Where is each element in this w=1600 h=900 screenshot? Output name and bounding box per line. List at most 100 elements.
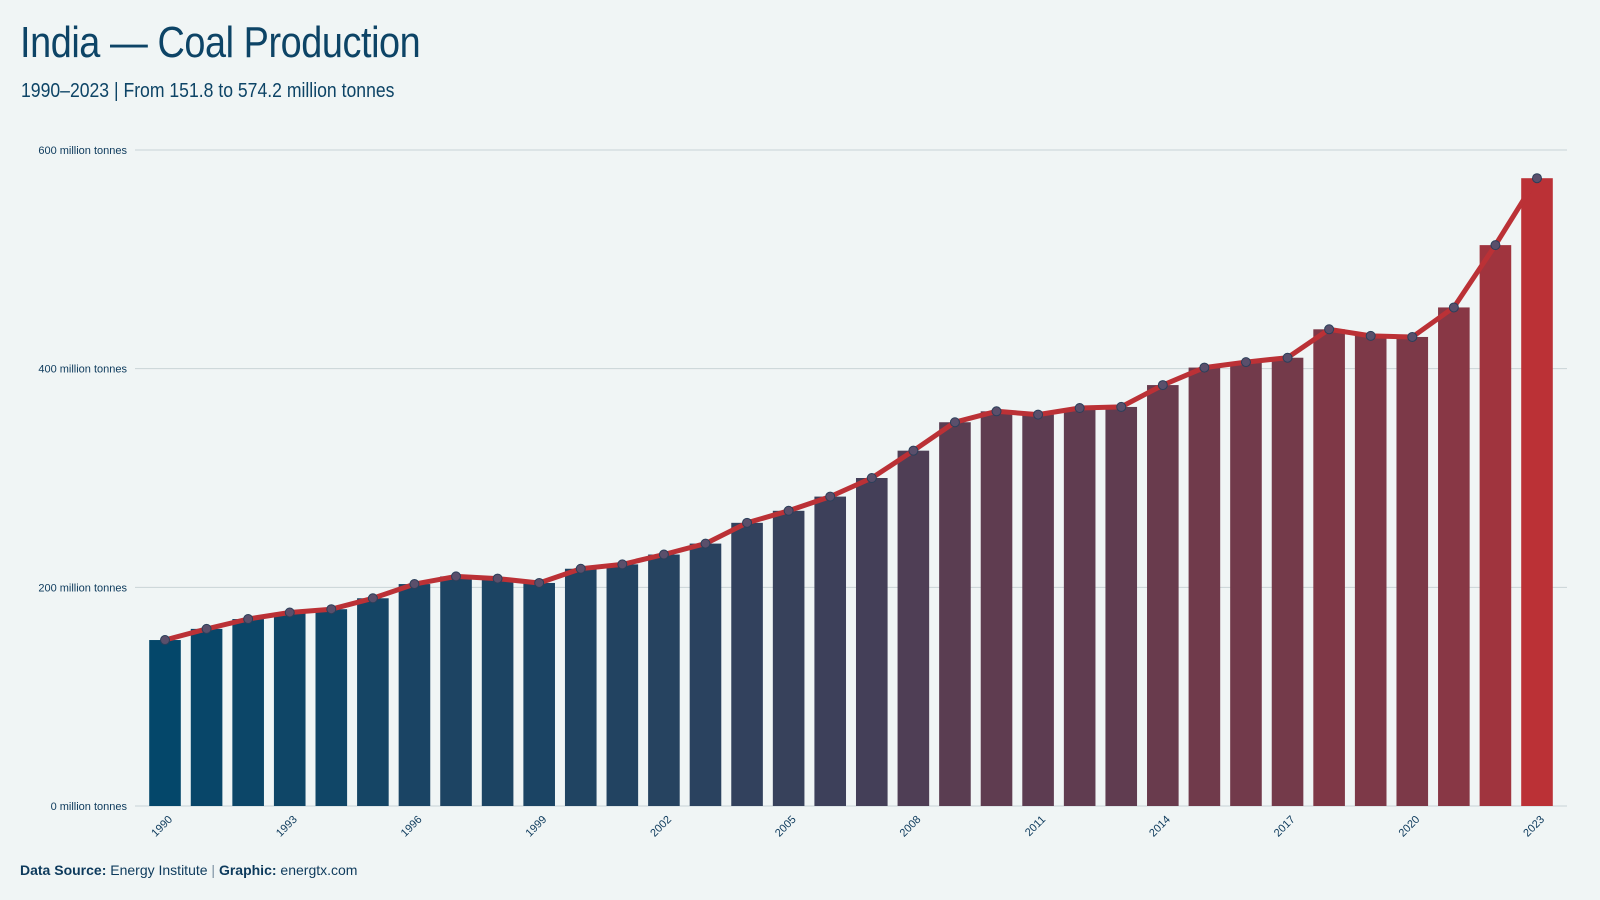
- data-point: [284, 607, 295, 618]
- bars: [149, 178, 1553, 806]
- data-point: [866, 473, 877, 483]
- y-tick-label: 600 million tonnes: [38, 145, 127, 157]
- bar: [1271, 357, 1304, 806]
- trend-line-layer: [162, 175, 1540, 643]
- data-point: [1282, 352, 1293, 363]
- coal-production-chart: 0 million tonnes 200 million tonnes 400 mi…: [38, 145, 1567, 840]
- data-point: [1448, 302, 1459, 313]
- bar: [1313, 329, 1345, 806]
- data-point: [575, 563, 586, 574]
- data-point: [1324, 324, 1335, 335]
- bar: [523, 582, 555, 806]
- data-point: [492, 573, 503, 584]
- bar: [939, 422, 971, 806]
- data-point: [367, 593, 378, 604]
- bar: [273, 612, 306, 806]
- trend-line: [162, 175, 1540, 643]
- bar: [357, 598, 389, 806]
- bar: [772, 510, 805, 806]
- bar: [1063, 408, 1096, 806]
- y-tick-label: 400 million tonnes: [38, 364, 127, 376]
- x-tick-label: 2002: [648, 814, 674, 840]
- data-point: [949, 417, 960, 428]
- data-point: [534, 577, 545, 588]
- x-tick-label: 1999: [524, 814, 550, 840]
- footer-credits: Data Source: Energy Institute | Graphic:…: [20, 862, 357, 878]
- bar: [980, 411, 1013, 806]
- bar: [648, 554, 680, 806]
- markers: [160, 173, 1542, 646]
- x-tick-label: 2017: [1272, 814, 1298, 840]
- data-point: [326, 604, 337, 615]
- y-tick-label: 0 million tonnes: [51, 801, 128, 813]
- bar: [1438, 307, 1470, 806]
- graphic-value: energtx.com: [280, 862, 358, 878]
- data-point: [825, 491, 836, 502]
- bar: [190, 628, 223, 806]
- data-point: [1532, 173, 1542, 184]
- data-point: [409, 579, 420, 590]
- data-point: [1240, 357, 1251, 368]
- x-tick-label: 2005: [773, 814, 799, 840]
- data-point: [658, 549, 669, 560]
- data-point: [201, 623, 212, 634]
- bar: [440, 576, 472, 806]
- source-value: Energy Institute: [110, 862, 208, 878]
- bar: [398, 584, 431, 806]
- graphic-label: Graphic:: [218, 862, 277, 878]
- x-tick-label: 2011: [1023, 814, 1048, 839]
- x-tick-label: 1996: [399, 814, 425, 840]
- bar: [1022, 414, 1054, 806]
- x-tick-label: 2020: [1397, 814, 1423, 840]
- bar: [1188, 367, 1221, 806]
- bar: [232, 619, 264, 806]
- x-axis-ticks: 1990 1993 1996 1999 2002 2005 2008 2011 2014 2017…: [149, 814, 1547, 840]
- data-point: [451, 571, 462, 582]
- data-point: [1199, 362, 1210, 373]
- bar: [731, 522, 763, 806]
- x-tick-label: 1990: [149, 814, 175, 840]
- data-point: [1365, 330, 1376, 341]
- footer-separator: |: [211, 862, 216, 878]
- chart-subtitle: 1990–2023 | From 151.8 to 574.2 million …: [21, 80, 395, 102]
- x-tick-label: 2014: [1147, 814, 1173, 840]
- gridlines: [135, 149, 1567, 807]
- bar: [1396, 336, 1429, 806]
- data-point: [783, 505, 794, 516]
- bar: [481, 578, 514, 806]
- data-point: [742, 517, 753, 528]
- chart-title: India — Coal Production: [20, 18, 421, 67]
- x-tick-label: 1993: [274, 814, 300, 840]
- data-point: [160, 635, 170, 646]
- y-axis-ticks: 0 million tonnes 200 million tonnes 400 mi…: [38, 145, 127, 813]
- source-label: Data Source:: [20, 862, 107, 878]
- bar: [1105, 406, 1138, 806]
- data-point: [700, 538, 711, 549]
- data-point: [1116, 401, 1127, 412]
- data-point: [243, 614, 254, 625]
- bar: [149, 640, 181, 806]
- y-tick-label: 200 million tonnes: [38, 582, 127, 594]
- data-point: [1074, 403, 1085, 414]
- data-point: [1157, 380, 1168, 391]
- bar: [564, 568, 597, 806]
- bar: [1521, 178, 1553, 806]
- bar: [689, 543, 722, 806]
- data-point: [1033, 409, 1044, 420]
- bar: [315, 609, 348, 806]
- data-point: [908, 445, 919, 456]
- bar: [1354, 335, 1387, 806]
- bar: [1230, 362, 1262, 806]
- bar: [1147, 385, 1179, 806]
- data-point: [617, 559, 628, 570]
- x-tick-label: 2008: [898, 814, 924, 840]
- bar: [855, 478, 888, 806]
- bar: [606, 564, 639, 806]
- bar: [1479, 245, 1512, 806]
- data-point: [1407, 331, 1418, 342]
- x-tick-label: 2023: [1521, 814, 1547, 840]
- data-point: [991, 406, 1002, 417]
- bar: [897, 450, 930, 806]
- bar: [814, 496, 847, 806]
- data-point: [1490, 240, 1501, 251]
